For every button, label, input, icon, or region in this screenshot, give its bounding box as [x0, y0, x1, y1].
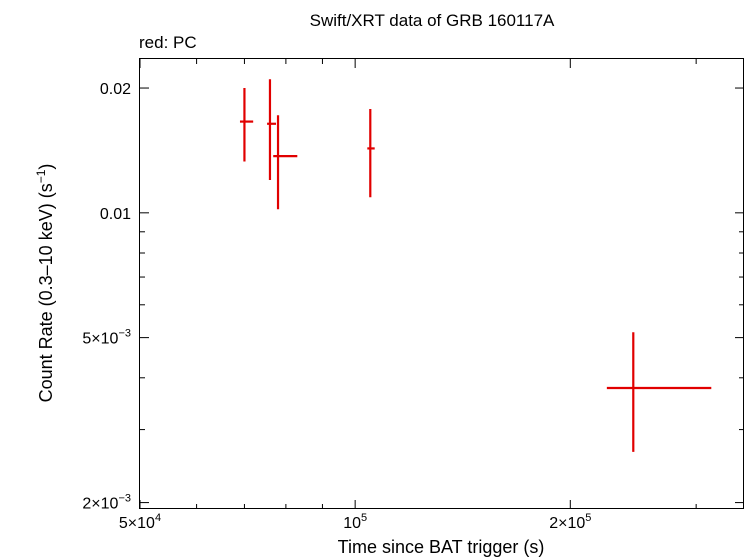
x-tick-label: 2×105 [549, 512, 591, 532]
y-tick-label: 5×10−3 [82, 328, 131, 348]
data-points [239, 79, 712, 452]
y-tick-labels: 0.020.015×10−32×10−3 [82, 81, 131, 513]
chart-title: Swift/XRT data of GRB 160117A [310, 11, 555, 30]
x-tick-label-mantissa: 5×10 [119, 515, 155, 532]
y-axis-label: Count Rate (0.3–10 keV) (s−1) [34, 164, 56, 403]
data-point [267, 79, 277, 181]
chart-subtitle: red: PC [139, 33, 197, 52]
x-tick-label-exponent: 4 [155, 512, 161, 524]
x-tick-label-mantissa: 10 [343, 515, 361, 532]
data-point [273, 115, 298, 210]
y-axis-label-main: Count Rate (0.3–10 keV) (s [36, 183, 56, 402]
data-point [606, 332, 712, 452]
plot-frame [139, 58, 744, 509]
x-tick-label: 105 [343, 512, 367, 532]
x-tick-label: 5×104 [119, 512, 161, 532]
y-tick-label: 2×10−3 [82, 493, 131, 513]
y-tick-label-mantissa: 0.01 [100, 206, 131, 223]
y-tick-label-mantissa: 0.02 [100, 81, 131, 98]
y-tick-label: 0.01 [100, 206, 131, 223]
x-tick-label-mantissa: 2×10 [549, 515, 585, 532]
y-tick-label: 0.02 [100, 81, 131, 98]
y-tick-label-exponent: −3 [118, 328, 131, 340]
x-axis-label: Time since BAT trigger (s) [338, 537, 545, 557]
axis-ticks [139, 59, 744, 509]
x-tick-label-exponent: 5 [361, 512, 367, 524]
data-point [239, 88, 254, 162]
x-tick-labels: 5×104 105 2×105 [119, 512, 591, 532]
y-axis-label-end: ) [36, 164, 56, 170]
y-tick-label-mantissa: 5×10 [82, 331, 118, 348]
x-tick-label-exponent: 5 [585, 512, 591, 524]
y-tick-label-exponent: −3 [118, 493, 131, 505]
y-tick-label-mantissa: 2×10 [82, 496, 118, 513]
y-axis-label-sup: −1 [34, 169, 48, 183]
data-point [367, 109, 375, 198]
